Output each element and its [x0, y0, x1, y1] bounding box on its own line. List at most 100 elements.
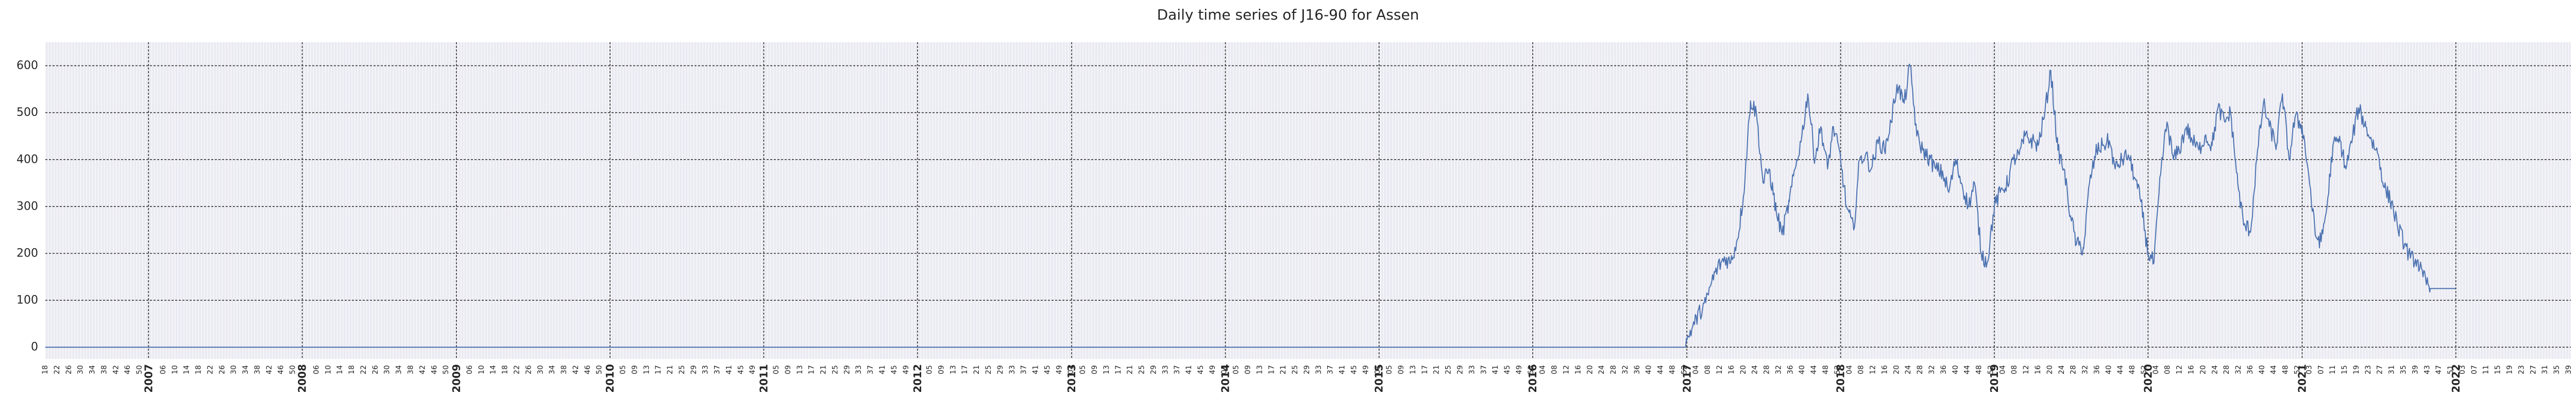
- week-tick-label: 45: [1197, 365, 1205, 374]
- week-tick-label: 04: [1998, 365, 2007, 374]
- year-tick-label: 2016: [1527, 364, 1539, 393]
- week-tick-label: 50: [442, 365, 450, 374]
- week-tick-label: 34: [395, 365, 403, 374]
- week-tick-label: 17: [654, 365, 663, 374]
- week-tick-label: 49: [1515, 365, 1523, 374]
- week-tick-label: 53: [1527, 365, 1535, 374]
- week-tick-label: 32: [2081, 365, 2090, 374]
- week-tick-label: 46: [124, 365, 132, 374]
- week-tick-label: 14: [336, 365, 344, 374]
- week-tick-label: 38: [407, 365, 415, 374]
- week-tick-label: 41: [1492, 365, 1500, 374]
- week-tick-label: 37: [1327, 365, 1335, 374]
- week-tick-label: 29: [1303, 365, 1311, 374]
- week-tick-label: 17: [808, 365, 816, 374]
- week-tick-label: 36: [1633, 365, 1641, 374]
- week-tick-label: 32: [1774, 365, 1783, 374]
- week-tick-label: 03: [2305, 365, 2313, 374]
- week-tick-label: 17: [961, 365, 969, 374]
- year-tick-label: 2017: [1681, 364, 1693, 393]
- week-tick-label: 41: [725, 365, 733, 374]
- week-tick-label: 20: [2046, 365, 2054, 374]
- week-tick-label: 39: [2565, 365, 2573, 374]
- year-tick-label: 2021: [2296, 364, 2308, 393]
- week-tick-label: 27: [2529, 365, 2537, 374]
- week-tick-label: 40: [2258, 365, 2266, 374]
- week-tick-label: 05: [926, 365, 934, 374]
- week-tick-label: 06: [466, 365, 474, 374]
- y-tick-label: 0: [31, 341, 38, 354]
- week-tick-label: 40: [1952, 365, 1960, 374]
- week-tick-label: 29: [1456, 365, 1464, 374]
- week-tick-label: 24: [2211, 365, 2219, 374]
- week-tick-label: 05: [772, 365, 781, 374]
- week-tick-label: 04: [1845, 365, 1854, 374]
- week-tick-label: 10: [324, 365, 332, 374]
- week-tick-label: 45: [890, 365, 899, 374]
- week-tick-label: 25: [1138, 365, 1146, 374]
- week-tick-label: 34: [548, 365, 556, 374]
- week-tick-label: 24: [2058, 365, 2066, 374]
- week-tick-label: 41: [878, 365, 887, 374]
- minor-grid: [45, 42, 2569, 359]
- week-tick-label: 35: [2399, 365, 2408, 374]
- week-tick-label: 26: [524, 365, 533, 374]
- week-tick-label: 09: [1397, 365, 1405, 374]
- week-tick-label: 33: [1468, 365, 1476, 374]
- week-tick-label: 18: [501, 365, 510, 374]
- week-tick-label: 49: [1209, 365, 1217, 374]
- week-tick-label: 48: [2282, 365, 2290, 374]
- year-tick-label: 2007: [142, 364, 155, 393]
- week-tick-label: 41: [1032, 365, 1040, 374]
- week-tick-label: 11: [2482, 365, 2490, 374]
- week-tick-label: 22: [53, 365, 61, 374]
- week-tick-label: 23: [2517, 365, 2526, 374]
- week-tick-label: 52: [2140, 365, 2148, 374]
- week-tick-label: 13: [1409, 365, 1417, 374]
- week-tick-label: 32: [1621, 365, 1630, 374]
- week-tick-label: 05: [619, 365, 627, 374]
- week-tick-label: 05: [1079, 365, 1087, 374]
- week-tick-label: 37: [1173, 365, 1181, 374]
- week-tick-label: 52: [1834, 365, 1842, 374]
- week-tick-label: 48: [1668, 365, 1676, 374]
- week-tick-label: 20: [1892, 365, 1901, 374]
- week-tick-label: 42: [418, 365, 427, 374]
- week-tick-label: 19: [2505, 365, 2514, 374]
- week-tick-label: 24: [1751, 365, 1759, 374]
- week-tick-label: 21: [1279, 365, 1287, 374]
- week-tick-label: 13: [1103, 365, 1111, 374]
- week-tick-label: 46: [584, 365, 592, 374]
- week-tick-label: 52: [2294, 365, 2302, 374]
- week-tick-label: 47: [2435, 365, 2443, 374]
- week-tick-label: 44: [1963, 365, 1972, 374]
- week-tick-label: 52: [1987, 365, 1995, 374]
- week-tick-label: 09: [1091, 365, 1099, 374]
- week-tick-label: 21: [820, 365, 828, 374]
- week-tick-label: 46: [430, 365, 438, 374]
- week-tick-label: 14: [489, 365, 498, 374]
- year-tick-label: 2013: [1065, 364, 1078, 393]
- week-tick-label: 13: [949, 365, 957, 374]
- week-tick-label: 18: [195, 365, 203, 374]
- week-tick-label: 36: [1940, 365, 1948, 374]
- week-tick-label: 12: [2022, 365, 2030, 374]
- week-tick-label: 50: [289, 365, 297, 374]
- week-tick-label: 21: [1126, 365, 1134, 374]
- week-tick-label: 51: [2447, 365, 2455, 374]
- week-tick-label: 42: [572, 365, 580, 374]
- week-tick-label: 46: [277, 365, 285, 374]
- week-tick-label: 08: [1704, 365, 1712, 374]
- week-tick-label: 20: [2199, 365, 2207, 374]
- week-tick-label: 43: [2423, 365, 2431, 374]
- week-tick-label: 11: [2329, 365, 2337, 374]
- week-tick-label: 36: [1786, 365, 1794, 374]
- week-tick-label: 20: [1586, 365, 1594, 374]
- week-tick-label: 08: [2010, 365, 2019, 374]
- week-tick-label: 28: [1763, 365, 1771, 374]
- week-tick-label: 27: [2376, 365, 2384, 374]
- week-tick-label: 16: [1574, 365, 1582, 374]
- week-tick-label: 22: [360, 365, 368, 374]
- week-tick-label: 04: [2152, 365, 2160, 374]
- week-tick-label: 08: [2164, 365, 2172, 374]
